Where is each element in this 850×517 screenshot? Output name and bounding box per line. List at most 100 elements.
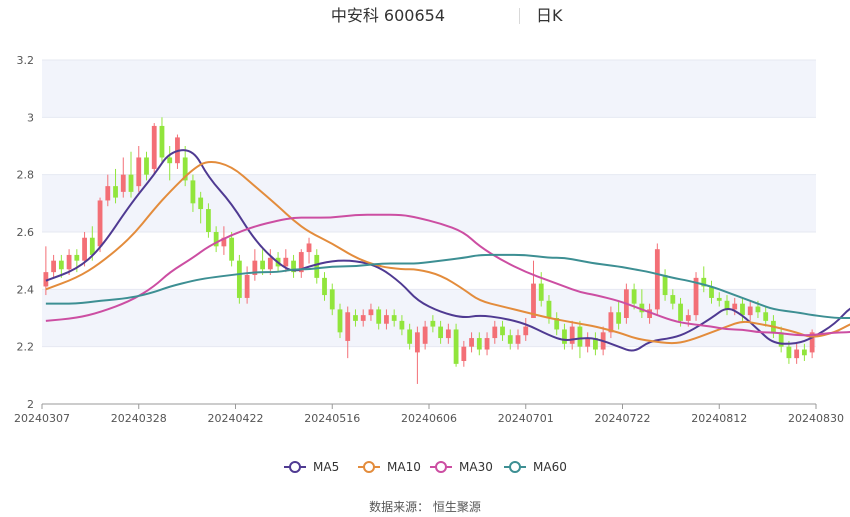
y-tick-label: 3 <box>27 111 34 124</box>
candle-body <box>562 329 567 344</box>
grid-band <box>42 289 816 347</box>
candle-body <box>461 346 467 361</box>
candle-body <box>639 303 645 313</box>
candle-body <box>647 309 652 318</box>
ma-line-ma60 <box>45 253 850 319</box>
candle-body <box>662 275 668 296</box>
candle-body <box>337 309 343 333</box>
x-tick-label: 20240328 <box>111 412 167 425</box>
x-tick-label: 20240701 <box>498 412 554 425</box>
candle-body <box>500 326 505 336</box>
candle-body <box>43 272 49 287</box>
candle-body <box>778 332 784 347</box>
legend-label: MA30 <box>459 460 493 474</box>
candle-body <box>747 306 753 316</box>
legend-label: MA60 <box>533 460 567 474</box>
candles <box>43 117 815 384</box>
y-tick-label: 2.4 <box>17 283 35 296</box>
candle-body <box>763 312 769 321</box>
candle-body <box>608 312 614 333</box>
candle-body <box>670 295 676 304</box>
candle-body <box>438 326 444 339</box>
candle-body <box>453 329 459 364</box>
candle-body <box>144 157 149 175</box>
candle-body <box>740 303 745 316</box>
candle-body <box>716 297 722 301</box>
candle-body <box>678 303 683 321</box>
grid-bands <box>42 60 816 347</box>
y-tick-label: 2.8 <box>17 169 35 182</box>
ma-lines <box>45 149 850 352</box>
candle-body <box>492 326 498 339</box>
candle-body <box>407 329 413 344</box>
candle-body <box>244 275 250 298</box>
candle-body <box>507 335 513 344</box>
candle-body <box>593 338 598 350</box>
candle-body <box>786 346 792 359</box>
candle-body <box>345 312 351 341</box>
legend-marker <box>509 461 521 473</box>
candle-body <box>206 209 211 232</box>
candle-body <box>58 260 64 270</box>
candle-body <box>523 326 529 336</box>
y-tick-label: 2.6 <box>17 226 35 239</box>
candle-body <box>113 186 118 198</box>
candle-body <box>445 329 451 339</box>
candle-body <box>66 254 72 270</box>
legend-label: MA10 <box>387 460 421 474</box>
axes: 2 2.2 2.4 2.6 2.8 3 3.2 20240307 20240328 2024042… <box>14 54 844 425</box>
candle-body <box>538 283 544 301</box>
x-tick-label: 20240812 <box>691 412 747 425</box>
chart-subtitle: 日K <box>536 6 563 25</box>
candle-body <box>360 315 366 321</box>
candle-body <box>422 326 428 344</box>
legend-marker <box>363 461 375 473</box>
candle-body <box>97 200 103 247</box>
x-tick-label: 20240830 <box>788 412 844 425</box>
candle-body <box>654 249 660 310</box>
candle-body <box>755 306 761 313</box>
candle-body <box>685 315 691 321</box>
candle-body <box>414 332 420 353</box>
candle-body <box>182 157 188 181</box>
candle-body <box>569 326 575 344</box>
candle-body <box>577 326 583 347</box>
x-tick-label: 20240307 <box>14 412 70 425</box>
y-tick-label: 2.2 <box>17 341 35 354</box>
candle-body <box>701 277 707 287</box>
candle-body <box>89 237 95 255</box>
candle-body <box>801 349 807 356</box>
candle-body <box>616 312 622 324</box>
candle-body <box>51 260 57 273</box>
candle-body <box>709 286 714 298</box>
candle-body <box>399 320 405 330</box>
candle-body <box>384 315 389 324</box>
data-source: 数据来源： 恒生聚源 <box>369 499 481 514</box>
ma-line-ma10 <box>45 161 850 345</box>
candle-body <box>322 277 327 296</box>
legend-item-ma30[interactable]: MA30 <box>430 460 493 474</box>
candle-body <box>190 180 196 204</box>
candle-body <box>229 237 235 261</box>
candle-body <box>546 300 552 318</box>
grid-band <box>42 174 816 232</box>
title-separator <box>519 8 520 24</box>
candle-body <box>693 277 699 316</box>
legend-item-ma5[interactable]: MA5 <box>284 460 339 474</box>
candle-body <box>298 252 304 273</box>
candle-body <box>314 254 320 278</box>
legend-item-ma60[interactable]: MA60 <box>504 460 567 474</box>
candle-body <box>213 232 219 247</box>
x-tick-label: 20240606 <box>401 412 457 425</box>
candle-body <box>221 237 227 247</box>
legend-item-ma10[interactable]: MA10 <box>358 460 421 474</box>
candle-body <box>306 243 312 253</box>
candle-body <box>585 338 591 347</box>
legend[interactable]: MA5 MA10 MA30 MA60 <box>284 460 567 474</box>
candle-body <box>136 157 142 187</box>
candle-body <box>159 125 165 158</box>
candle-body <box>329 289 335 310</box>
candle-body <box>151 125 157 169</box>
candle-body <box>794 349 800 359</box>
